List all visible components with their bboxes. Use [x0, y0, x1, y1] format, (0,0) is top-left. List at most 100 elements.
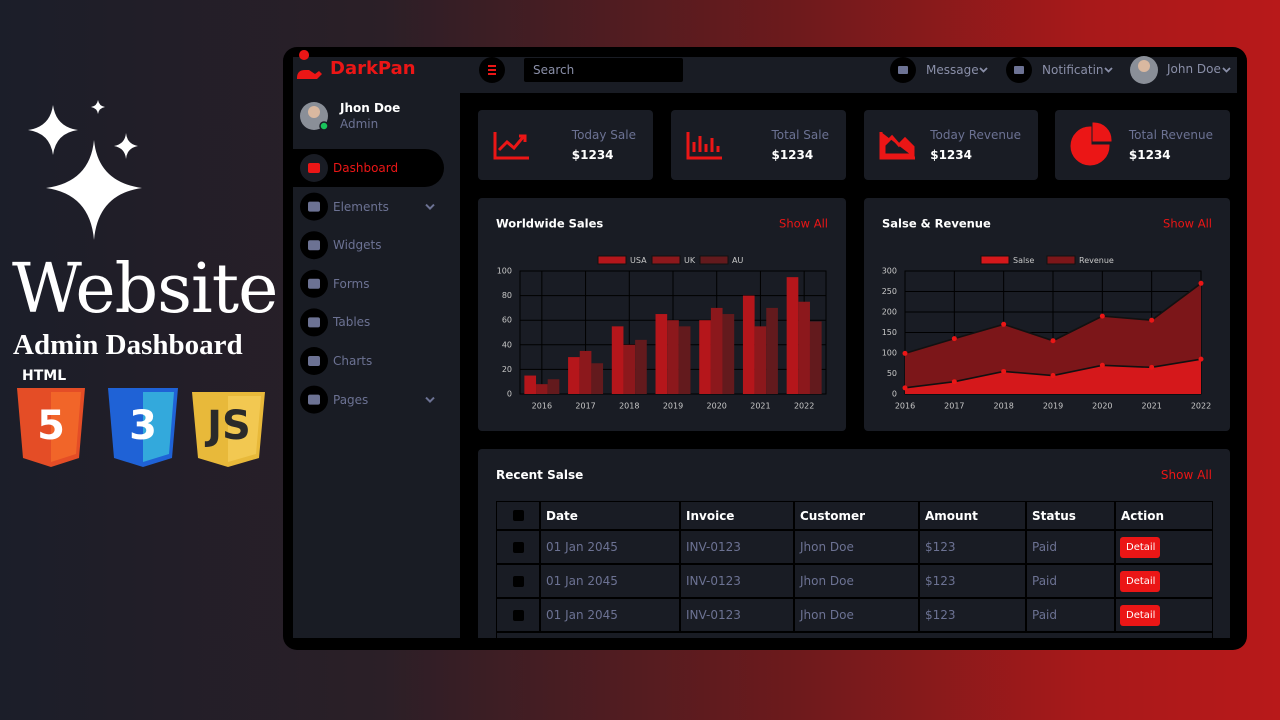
detail-button-label[interactable]: Detail	[1126, 542, 1156, 553]
table-header: Amount	[925, 509, 978, 523]
stat-value: $1234	[571, 148, 614, 162]
table-cell	[496, 598, 540, 632]
table-row-partial	[496, 632, 1213, 638]
badge-glyph: JS	[207, 403, 251, 449]
detail-button[interactable]: Detail	[1120, 605, 1160, 626]
js-shield-light	[228, 396, 261, 462]
table-cell	[1115, 564, 1213, 598]
nav-item[interactable]: Widgets	[333, 238, 382, 253]
nav-item[interactable]: Forms	[333, 276, 370, 291]
stat-label: Today Revenue	[930, 128, 1021, 142]
table-cell	[919, 598, 1026, 632]
table-cell-text: INV-0123	[686, 608, 741, 622]
table-cell-text: INV-0123	[686, 540, 741, 554]
table-cell-text: Jhon Doe	[800, 608, 854, 622]
stat-label: Today Sale	[571, 128, 636, 142]
topbar-user[interactable]: John Doe	[1167, 62, 1221, 76]
detail-button[interactable]: Detail	[1120, 571, 1160, 592]
table-header-cell	[540, 501, 680, 530]
table-cell	[1026, 564, 1115, 598]
sparkle	[28, 105, 78, 155]
table-header-cell	[794, 501, 919, 530]
profile-role: Admin	[340, 117, 379, 131]
html-shield-light	[51, 392, 81, 462]
table-cell-text: Paid	[1032, 608, 1058, 622]
checkbox[interactable]	[513, 610, 524, 621]
table-cell	[794, 598, 919, 632]
brand: DarkPan	[330, 58, 416, 79]
stat-value: $1234	[1128, 148, 1171, 162]
table-cell-text: Paid	[1032, 574, 1058, 588]
sidebar	[293, 57, 460, 638]
table-panel: Recent Salse Show All Date Invoice Customer A…	[478, 449, 1230, 638]
nav-item[interactable]: Pages	[333, 392, 369, 407]
table-header: Date	[546, 509, 578, 523]
checkbox[interactable]	[513, 576, 524, 587]
table-cell	[1115, 530, 1213, 564]
table-header-cell	[1026, 501, 1115, 530]
table-header: Status	[1032, 509, 1076, 523]
nav-item[interactable]: Dashboard	[333, 161, 399, 175]
table-cell	[496, 564, 540, 598]
table-cell	[680, 530, 794, 564]
search-box[interactable]	[524, 58, 683, 82]
table-cell	[919, 530, 1026, 564]
sparkle	[46, 140, 142, 240]
promo-title: Website	[12, 250, 278, 329]
badge-glyph: 3	[129, 403, 157, 449]
nav-item[interactable]: Tables	[333, 315, 371, 330]
topbar-link[interactable]: Message	[926, 63, 979, 77]
table-cell-text: 01 Jan 2045	[546, 574, 618, 588]
sparkle	[91, 100, 105, 114]
profile-name: Jhon Doe	[340, 101, 401, 115]
table-cell	[1026, 598, 1115, 632]
show-all-link[interactable]: Show All	[1160, 468, 1212, 482]
table-cell-text: Jhon Doe	[800, 540, 854, 554]
table-cell-text: $123	[925, 540, 956, 554]
detail-button-label[interactable]: Detail	[1126, 576, 1156, 587]
table-cell-text: Paid	[1032, 540, 1058, 554]
table-header-cell	[919, 501, 1026, 530]
table-header-cell	[680, 501, 794, 530]
table-cell	[540, 564, 680, 598]
table-cell-text: 01 Jan 2045	[546, 540, 618, 554]
nav-item[interactable]: Elements	[333, 199, 389, 214]
search-placeholder[interactable]: Search	[533, 63, 575, 77]
nav-item[interactable]: Charts	[333, 354, 373, 368]
css-shield-light	[143, 392, 174, 462]
stat-label: Total Sale	[771, 128, 829, 142]
detail-button-label[interactable]: Detail	[1126, 610, 1156, 621]
table-cell-text: INV-0123	[686, 574, 741, 588]
chart-panel	[478, 198, 846, 431]
table-cell	[540, 530, 680, 564]
table-cell	[1115, 598, 1213, 632]
table-cell	[496, 530, 540, 564]
table-cell-text: Jhon Doe	[800, 574, 854, 588]
table-cell	[680, 598, 794, 632]
table-cell	[540, 598, 680, 632]
stat-text: Total Revenue $1234	[1129, 128, 1213, 162]
chart-panel	[864, 198, 1230, 431]
stat-value: $1234	[771, 148, 814, 162]
topbar-link[interactable]: Notificatin	[1042, 63, 1104, 77]
stat-text: Today Revenue $1234	[930, 128, 1021, 162]
stat-text: Total Sale $1234	[771, 128, 829, 162]
table-cell-text: $123	[925, 608, 956, 622]
table-cell	[794, 564, 919, 598]
stat-label: Total Revenue	[1128, 128, 1213, 142]
table-cell-text: $123	[925, 574, 956, 588]
checkbox[interactable]	[513, 510, 524, 521]
table-cell	[919, 564, 1026, 598]
html-label: HTML	[22, 368, 67, 384]
table-cell	[794, 530, 919, 564]
sparkle	[114, 133, 138, 159]
detail-button[interactable]: Detail	[1120, 537, 1160, 558]
badge-glyph: 5	[37, 403, 65, 449]
table-header: Customer	[800, 509, 866, 523]
table-cell	[680, 564, 794, 598]
table-header-cell	[1115, 501, 1213, 530]
table-cell-text: 01 Jan 2045	[546, 608, 618, 622]
checkbox[interactable]	[513, 542, 524, 553]
table-header: Action	[1121, 509, 1165, 523]
